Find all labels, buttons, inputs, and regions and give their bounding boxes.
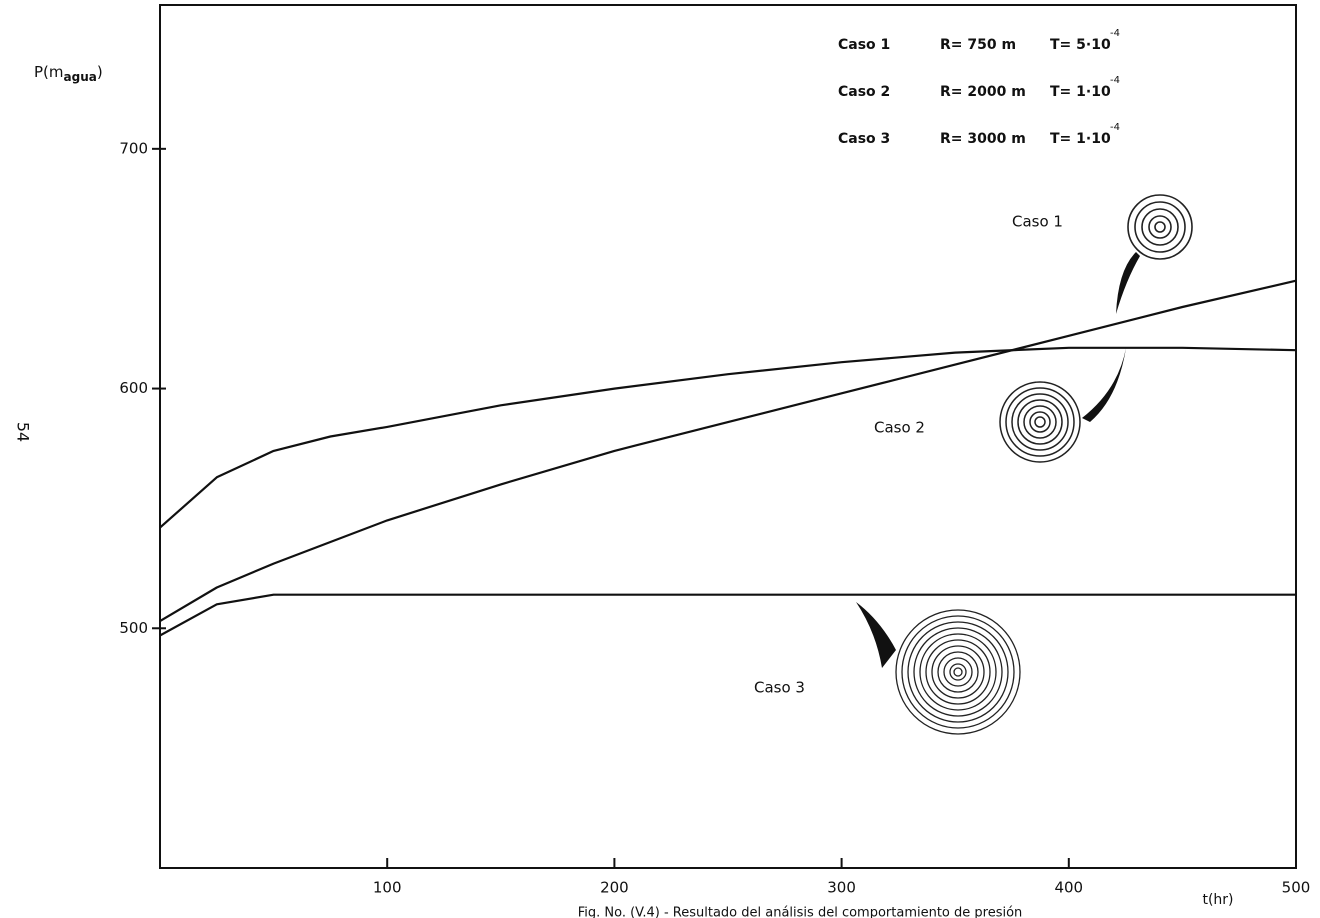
- y-label: P(magua): [34, 63, 103, 84]
- caption: Fig. No. (V.4) - Resultado del análisis …: [578, 906, 1023, 918]
- x-tick-label: 500: [1282, 879, 1311, 897]
- legend-r: R= 750 m: [940, 37, 1016, 53]
- legend-entry: Caso 1 R= 750 m T= 5·10-4: [838, 28, 1120, 53]
- chart: 54 P(magua) t(hr) Fig. No. (V.4) - Resul…: [0, 0, 1320, 918]
- legend-name: Caso 3: [838, 131, 890, 147]
- legend-entry: Caso 2 R= 2000 m T= 1·10-4: [838, 75, 1120, 100]
- y-label-main: P(m: [34, 63, 64, 81]
- page-number: 54: [14, 422, 33, 442]
- page: {"chart_data": { "type": "line", "y_labe…: [0, 0, 1320, 918]
- x-tick-label: 300: [827, 879, 856, 897]
- legend-t-exp: -4: [1110, 28, 1120, 39]
- legend-t: T= 5·10: [1050, 37, 1111, 53]
- x-tick-label: 200: [600, 879, 629, 897]
- x-tick-label: 400: [1054, 879, 1083, 897]
- y-tick-label: 600: [119, 379, 148, 397]
- legend-r: R= 3000 m: [940, 131, 1026, 147]
- series-line: [160, 348, 1296, 528]
- curve-label: Caso 1: [1012, 213, 1063, 231]
- pointer: [856, 602, 896, 668]
- y-tick-label: 500: [119, 619, 148, 637]
- legend-t: T= 1·10: [1050, 84, 1111, 100]
- legend-t-exp: -4: [1110, 122, 1120, 133]
- y-label-sub: agua: [64, 70, 97, 84]
- x-label: t(hr): [1202, 892, 1233, 908]
- legend-t-exp: -4: [1110, 75, 1120, 86]
- legend-entry: Caso 3 R= 3000 m T= 1·10-4: [838, 122, 1120, 147]
- spiral-icon: [1000, 382, 1080, 462]
- legend-t: T= 1·10: [1050, 131, 1111, 147]
- curve-label: Caso 2: [874, 419, 925, 437]
- legend-name: Caso 2: [838, 84, 890, 100]
- y-tick-label: 700: [119, 139, 148, 157]
- legend-name: Caso 1: [838, 37, 890, 53]
- series-line: [160, 281, 1296, 621]
- spiral-icon: [896, 610, 1020, 734]
- series-line: [160, 595, 1296, 636]
- x-tick-label: 100: [373, 879, 402, 897]
- curve-label: Caso 3: [754, 679, 805, 697]
- spiral-icon: [1128, 195, 1192, 259]
- y-label-close: ): [97, 63, 103, 81]
- pointer: [1082, 348, 1126, 422]
- pointer: [1116, 252, 1140, 314]
- legend-r: R= 2000 m: [940, 84, 1026, 100]
